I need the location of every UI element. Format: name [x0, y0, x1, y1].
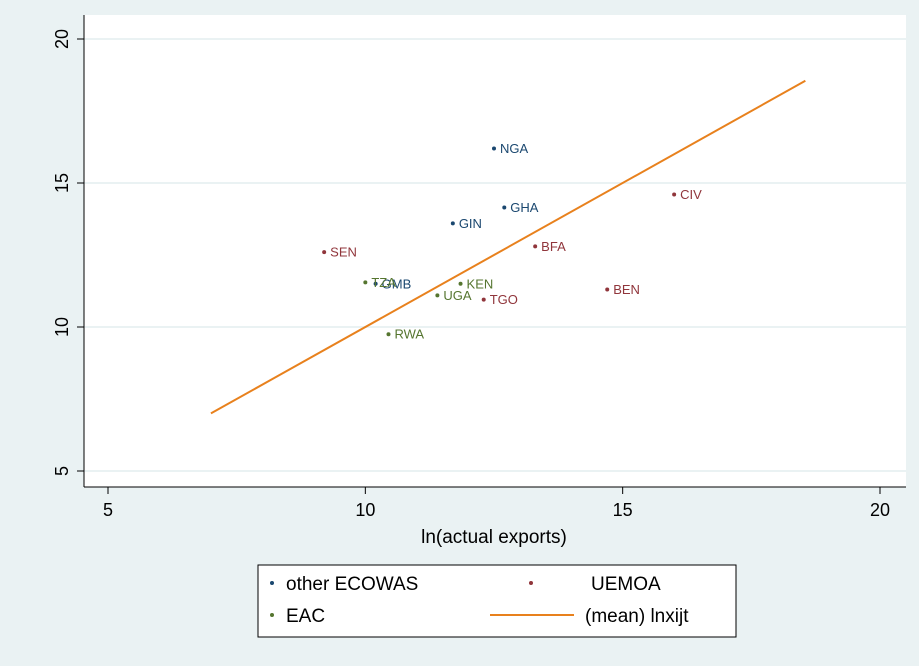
point-label-ken: KEN: [467, 276, 494, 291]
data-point-nga: [492, 146, 496, 151]
plot-area: [84, 15, 906, 487]
legend-label: other ECOWAS: [286, 574, 418, 595]
axes: 5 10 15 20 5 10 15 20: [52, 15, 906, 520]
point-label-ben: BEN: [613, 282, 640, 297]
data-point-tgo: [481, 297, 486, 302]
legend-label: (mean) lnxijt: [585, 606, 689, 627]
point-label-gin: GIN: [459, 216, 482, 231]
data-point-bfa: [533, 244, 538, 249]
legend-marker: [270, 613, 274, 617]
legend: other ECOWAS UEMOA EAC (mean) lnxijt: [257, 564, 737, 638]
legend-label: UEMOA: [591, 574, 661, 595]
data-point-gmb: [373, 281, 378, 286]
point-label-sen: SEN: [330, 245, 357, 260]
data-point-uga: [435, 293, 440, 298]
legend-marker: [529, 581, 533, 585]
data-point-rwa: [386, 332, 391, 337]
y-tick-label: 20: [52, 29, 72, 49]
point-label-rwa: RWA: [394, 327, 424, 342]
data-point-ben: [605, 287, 610, 292]
point-label-gmb: GMB: [382, 276, 412, 291]
x-tick-label: 5: [103, 500, 113, 520]
legend-label: EAC: [286, 606, 325, 627]
legend-box: [257, 564, 737, 638]
data-point-gin: [450, 221, 455, 226]
x-tick-label: 15: [613, 500, 633, 520]
point-label-tgo: TGO: [490, 292, 518, 307]
legend-marker: [270, 581, 274, 585]
fit-line-group: [210, 79, 806, 415]
x-tick-label: 20: [870, 500, 890, 520]
y-tick-label: 5: [52, 466, 72, 476]
data-point-gha: [502, 205, 507, 210]
point-label-bfa: BFA: [541, 239, 566, 254]
data-point-ken: [458, 281, 463, 286]
point-label-civ: CIV: [680, 187, 702, 202]
point-label-uga: UGA: [443, 288, 472, 303]
data-point-sen: [322, 250, 327, 255]
x-tick-label: 10: [355, 500, 375, 520]
fit-line: [210, 79, 806, 415]
grid-lines: [84, 38, 906, 472]
data-point-tza: [363, 280, 368, 285]
point-label-tza: TZA: [371, 275, 396, 290]
point-label-nga: NGA: [500, 141, 529, 156]
x-axis-title: ln(actual exports): [421, 527, 567, 548]
point-label-gha: GHA: [510, 200, 539, 215]
y-tick-label: 15: [52, 173, 72, 193]
y-tick-label: 10: [52, 317, 72, 337]
data-point-civ: [672, 192, 677, 197]
